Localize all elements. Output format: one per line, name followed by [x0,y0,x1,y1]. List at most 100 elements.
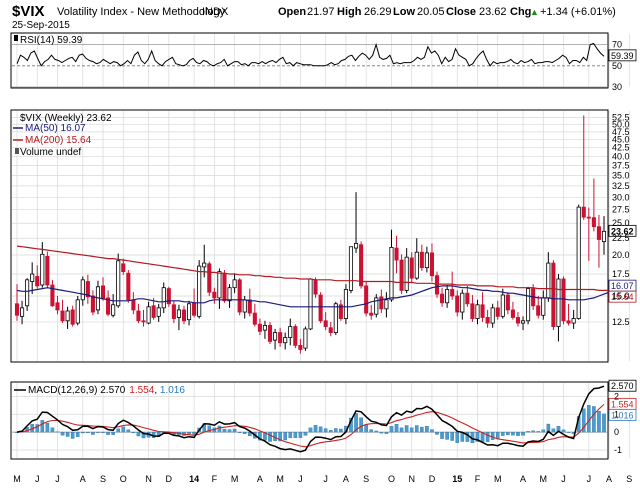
price-tick-label: 30.0 [612,192,630,202]
macd-histogram-bar [258,431,262,441]
x-tick-label: J [561,474,566,484]
candle-body [480,304,485,318]
macd-histogram-bar [45,422,50,433]
low-label: Low [393,6,415,18]
macd-histogram-bar [232,428,237,433]
macd-histogram-bar [126,429,131,433]
macd-histogram-bar [521,431,525,436]
candle-body [111,304,116,316]
macd-histogram-bar [217,425,222,433]
candle-body [379,296,384,310]
x-tick-label: A [343,474,349,484]
candle-body [566,320,571,324]
macd-histogram-bar [597,411,601,433]
candle-body [475,304,480,319]
candle-body [601,230,607,243]
macd-histogram-bar [485,431,490,443]
macd-histogram-bar [536,431,541,433]
rsi-last-value: 59.39 [611,51,634,61]
candle-body [131,299,136,311]
x-tick-label: J [587,474,592,484]
price-tick-label: 37.5 [612,161,630,171]
candle-body [581,206,586,218]
candle-body [318,294,323,322]
candle-body [460,292,465,313]
macd-histogram-bar [60,431,65,436]
candle-body [520,320,526,324]
ma200-legend-label: MA(200) 15.64 [25,135,92,146]
x-tick-label: M [494,474,502,484]
x-tick-label: 14 [189,474,199,484]
candle-body [55,302,60,311]
exchange-label: INDX [202,6,229,18]
candle-body [348,246,354,291]
change-value: +1.34 (+6.01%) [540,6,616,18]
macd-histogram-bar [435,431,439,435]
candle-body [60,310,65,322]
macd-histogram-bar [106,431,110,435]
macd-histogram-bar [65,431,70,437]
macd-histogram-bar [131,431,136,434]
macd-histogram-bar [420,426,424,433]
x-tick-label: S [100,474,106,484]
candle-body [591,217,596,228]
macd-tick-label: 2 [614,391,619,401]
close-value: 23.62 [479,6,507,18]
open-label: Open [278,6,306,18]
volume-legend-swatch [15,148,19,154]
candle-body [303,328,308,349]
candle-body [429,252,434,277]
macd-histogram-bar [116,428,121,433]
macd-histogram-bar [389,426,394,433]
candle-body [445,289,450,304]
x-tick-label: D [166,474,173,484]
x-tick-label: F [212,474,218,484]
candle-body [293,326,298,346]
x-tick-label: 15 [452,474,462,484]
x-tick-label: J [323,474,328,484]
high-label: High [337,6,362,18]
histogram-last-box [608,408,637,421]
candle-body [247,299,252,314]
candle-body [40,253,45,286]
candle-body [20,307,25,317]
macd-histogram-bar [303,431,308,436]
candle-body [465,292,470,305]
macd-tick-label: 0 [614,427,619,437]
up-arrow-icon: ▲ [530,7,539,17]
candle-body [409,257,414,279]
candle-body [551,262,556,327]
candle-body [85,281,90,298]
macd-histogram-bar [541,429,546,433]
rsi-legend-label: RSI(14) 59.39 [20,35,83,46]
macd-histogram-bar [35,424,40,433]
macd-histogram-bar [531,430,535,433]
macd-last-label: 2.570 [611,381,634,391]
x-tick-label: O [120,474,127,484]
candle-body [257,323,262,332]
candle-body [364,285,369,314]
candle-body [571,318,576,324]
candle-body [176,309,181,318]
candle-body [389,246,394,301]
candle-body [369,312,374,316]
macd-histogram-bar [293,431,298,439]
x-tick-label: M [276,474,284,484]
candle-body [399,259,404,291]
candle-body [232,279,237,289]
candle-body [414,251,419,279]
candle-body [146,306,151,324]
macd-histogram-bar [91,431,95,435]
candle-body [35,276,40,287]
x-tick-label: A [520,474,526,484]
rsi-tick-label: 50 [612,61,622,71]
x-tick-label: A [257,474,263,484]
x-tick-label: J [298,474,303,484]
macd-histogram-bar [222,428,227,433]
macd-histogram-bar [263,431,267,441]
macd-histogram-bar [384,431,389,434]
candle-body [267,324,273,342]
macd-histogram-bar [111,431,115,435]
x-tick-label: N [408,474,415,484]
ma200-last-box [608,290,637,303]
